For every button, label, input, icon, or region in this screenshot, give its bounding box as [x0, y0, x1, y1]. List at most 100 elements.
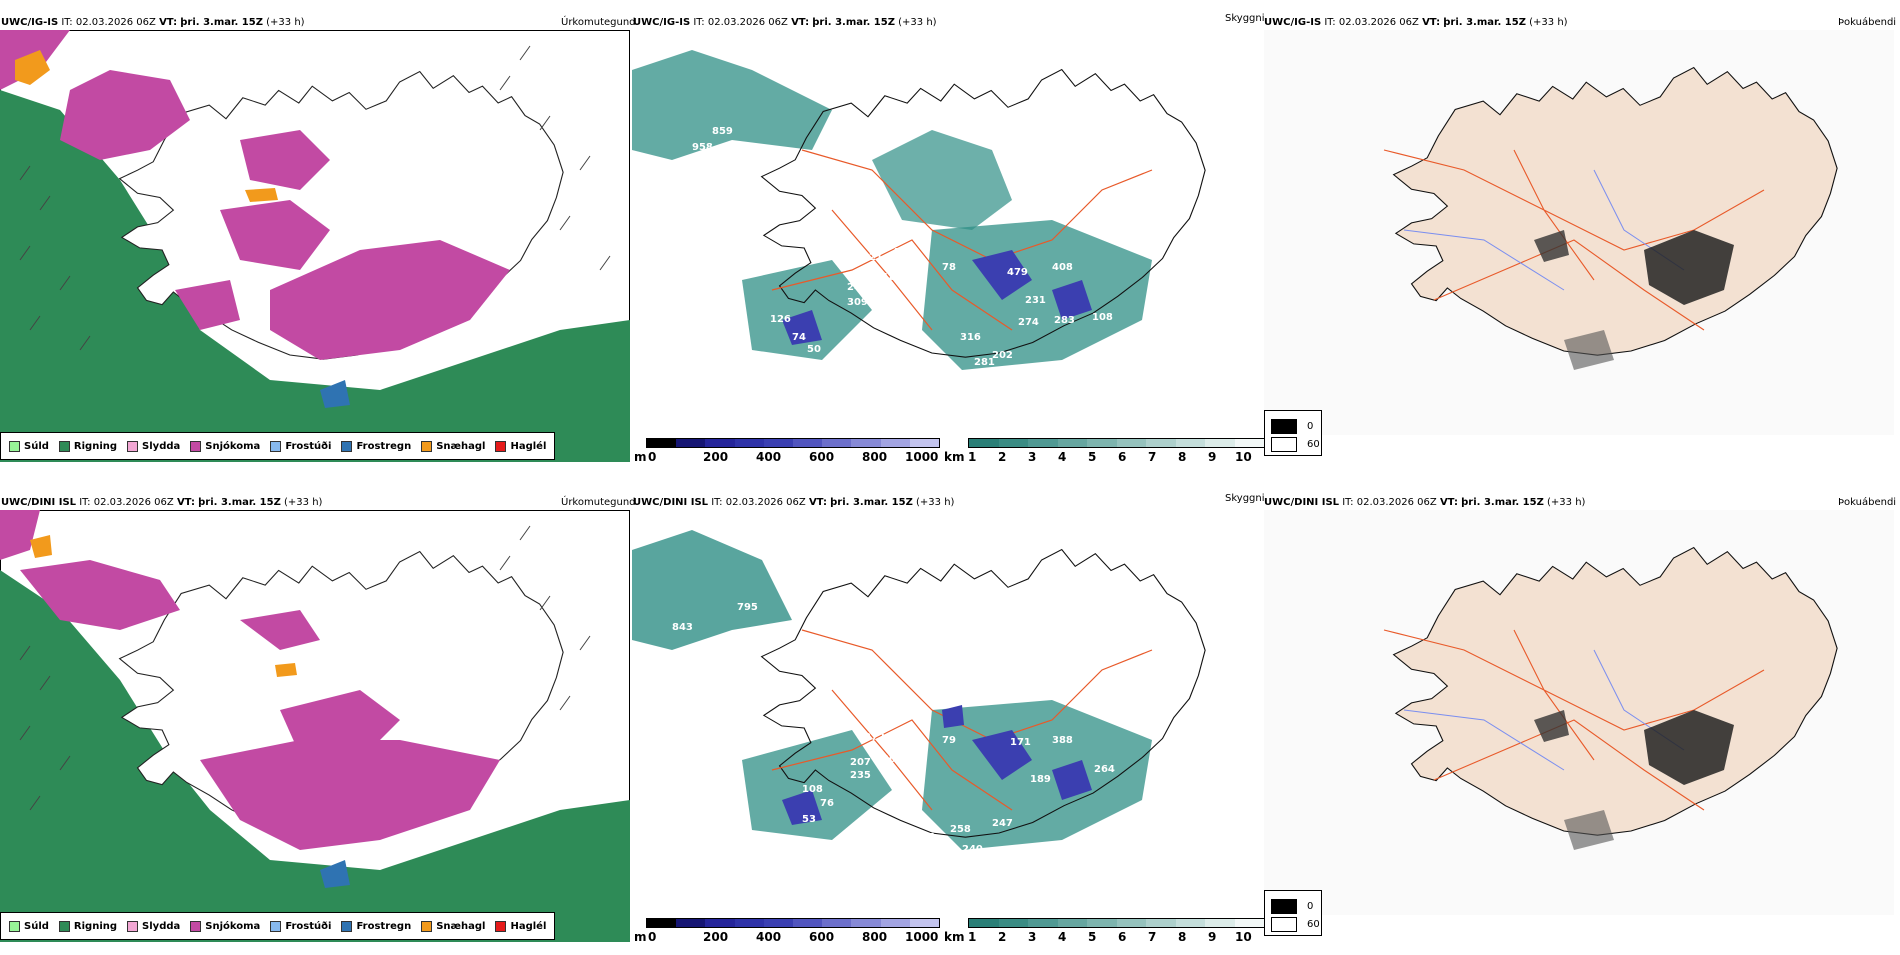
precip-type-map	[0, 30, 630, 462]
cloud-number: 102	[697, 717, 718, 728]
cloud-number: 9	[687, 162, 694, 173]
cloud-number: 189	[1030, 774, 1051, 785]
legend-item-haglel: Haglél	[495, 440, 546, 452]
cloud-base-tick: 600	[809, 930, 835, 944]
visibility-tick: 10	[1235, 450, 1252, 464]
cloud-base-tick: 1000	[905, 450, 939, 464]
cloud-number: 388	[1052, 735, 1073, 746]
cloud-number: 202	[992, 350, 1013, 361]
cloud-number: 274	[1018, 317, 1039, 328]
fog-panel-label: Þokuábendi	[1838, 17, 1897, 28]
cloud-number: 74	[792, 332, 806, 343]
cloud-visibility-map: 859 958 9 76 521 412 78 187 245 309 479 …	[632, 30, 1262, 435]
cloud-number: 316	[960, 332, 981, 343]
legend-item-suld: Súld	[9, 440, 49, 452]
cloud-number: 258	[950, 824, 971, 835]
cloud-panel-title: UWC/DINI ISL IT: 02.03.2026 06Z VT: þri.…	[633, 497, 955, 508]
legend-item-rigning: Rigning	[58, 920, 117, 932]
visibility-tick: 3	[1028, 930, 1037, 944]
cloud-number: 235	[850, 770, 871, 781]
legend-swatch	[341, 440, 353, 452]
cloud-panel-title: UWC/IG-IS IT: 02.03.2026 06Z VT: þri. 3.…	[633, 17, 937, 28]
legend-swatch	[270, 920, 282, 932]
precip-type-map	[0, 510, 630, 942]
cloud-base-tick: 800	[862, 930, 888, 944]
legend-item-haglel: Haglél	[495, 920, 546, 932]
visibility-tick: 9	[1208, 450, 1217, 464]
cloud-base-colorbar	[646, 918, 940, 928]
cloud-number: 843	[672, 622, 693, 633]
legend-swatch	[127, 920, 139, 932]
legend-swatch	[190, 440, 202, 452]
cloud-base-unit: m	[634, 450, 647, 464]
legend-swatch	[495, 440, 507, 452]
fog-legend-item: 0	[1271, 899, 1313, 914]
precip-panel-label: Úrkomutegund	[561, 497, 636, 508]
cloud-number: 491	[904, 812, 925, 823]
cloud-number: 309	[882, 754, 903, 765]
fog-legend: 0 60	[1264, 890, 1322, 936]
fog-index-map	[1264, 30, 1894, 435]
cloud-number: 234	[938, 868, 959, 879]
cloud-number: 86	[908, 864, 922, 875]
legend-item-snjokoma: Snjókoma	[190, 920, 260, 932]
legend-swatch	[190, 920, 202, 932]
cloud-base-tick: 0	[648, 450, 657, 464]
legend-swatch	[9, 920, 20, 932]
cloud-number: 372	[864, 732, 885, 743]
visibility-unit: km	[944, 450, 965, 464]
cloud-base-tick: 200	[703, 450, 729, 464]
cloud-number: 76	[820, 798, 834, 809]
cloud-base-tick: 0	[648, 930, 657, 944]
cloud-number: 412	[892, 247, 913, 258]
legend-swatch	[341, 920, 353, 932]
cloud-number: 309	[847, 297, 868, 308]
precip-type-legend: Súld Rigning Slydda Snjókoma Frostúði Fr…	[0, 432, 556, 460]
cloud-number: 207	[850, 757, 871, 768]
cloud-number: 283	[1054, 315, 1075, 326]
cloud-number: 79	[942, 735, 956, 746]
legend-item-snjokoma: Snjókoma	[190, 440, 260, 452]
legend-swatch	[58, 920, 70, 932]
fog-legend: 0 60	[1264, 410, 1322, 456]
cloud-number: 231	[1025, 295, 1046, 306]
cloud-number: 171	[1010, 737, 1031, 748]
cloud-base-tick: 400	[756, 930, 782, 944]
cloud-number: 187	[882, 272, 903, 283]
legend-swatch	[270, 440, 282, 452]
visibility-tick: 8	[1178, 930, 1187, 944]
fog-panel-title: UWC/DINI ISL IT: 02.03.2026 06Z VT: þri.…	[1264, 497, 1586, 508]
visibility-tick: 7	[1148, 930, 1157, 944]
visibility-tick: 8	[1178, 450, 1187, 464]
visibility-tick: 5	[1088, 450, 1097, 464]
fog-legend-item: 60	[1271, 437, 1320, 452]
cloud-number: 264	[1094, 764, 1115, 775]
cloud-number: 859	[712, 126, 733, 137]
legend-item-frostudi: Frostúði	[270, 440, 331, 452]
visibility-tick: 3	[1028, 450, 1037, 464]
legend-item-snaehagl: Snæhagl	[421, 440, 485, 452]
cloud-number: 240	[962, 844, 983, 855]
cloud-number: 108	[1092, 312, 1113, 323]
legend-swatch	[421, 440, 433, 452]
legend-item-snaehagl: Snæhagl	[421, 920, 485, 932]
cloud-panel-label: Skyggni	[1225, 13, 1265, 24]
forecast-row-2: UWC/DINI ISL IT: 02.03.2026 06Z VT: þri.…	[0, 480, 1900, 955]
cloud-base-tick: 600	[809, 450, 835, 464]
legend-swatch	[127, 440, 139, 452]
fog-panel-label: Þokuábendi	[1838, 497, 1897, 508]
cloud-base-colorbar	[646, 438, 940, 448]
fog-legend-item: 0	[1271, 419, 1313, 434]
cloud-number: 245	[847, 282, 868, 293]
fog-legend-item: 60	[1271, 917, 1320, 932]
cloud-number: 78	[942, 262, 956, 273]
cloud-base-tick: 200	[703, 930, 729, 944]
precip-type-legend: Súld Rigning Slydda Snjókoma Frostúði Fr…	[0, 912, 556, 940]
legend-item-suld: Súld	[9, 920, 49, 932]
cloud-number: 479	[1007, 267, 1028, 278]
visibility-tick: 5	[1088, 930, 1097, 944]
legend-item-frostudi: Frostúði	[270, 920, 331, 932]
visibility-tick: 6	[1118, 930, 1127, 944]
cloud-number: 958	[692, 142, 713, 153]
cloud-base-tick: 1000	[905, 930, 939, 944]
